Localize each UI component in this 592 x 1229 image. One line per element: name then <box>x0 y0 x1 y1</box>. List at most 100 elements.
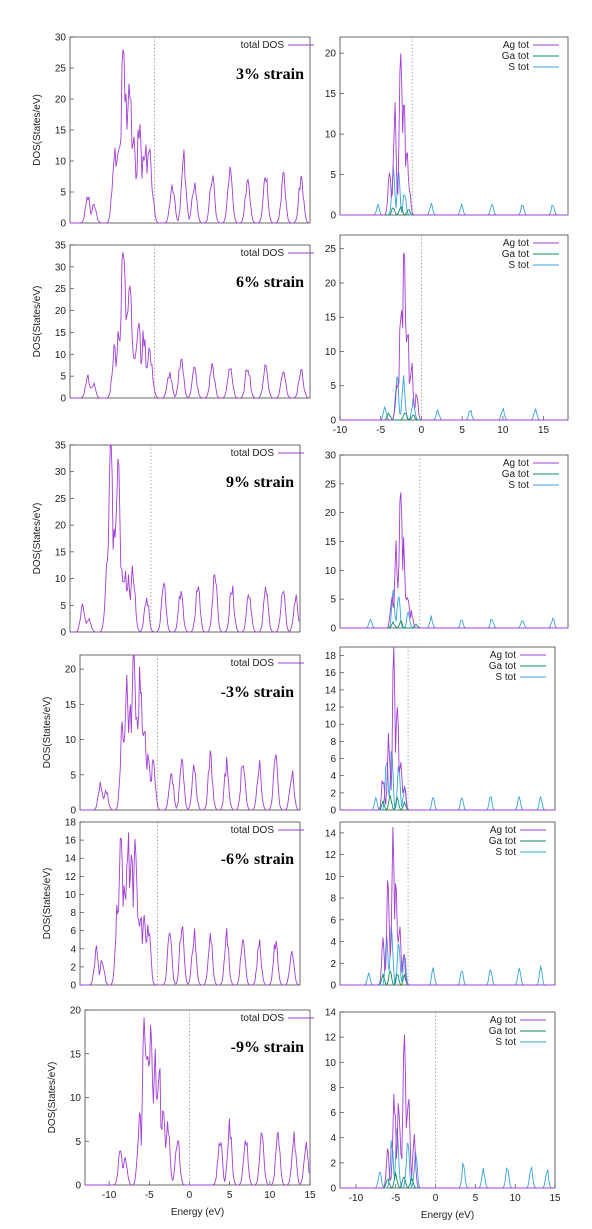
y-tick-label: 0 <box>330 416 336 427</box>
plot-frame <box>79 654 301 811</box>
legend-label: Ag tot <box>503 40 529 51</box>
strain-label: 6% strain <box>236 274 304 291</box>
series-line-total <box>80 832 300 986</box>
y-tick-label: 0 <box>60 394 66 405</box>
plot-frame <box>69 244 311 399</box>
series-line-ag <box>340 53 568 216</box>
y-tick-label: 5 <box>330 381 336 392</box>
x-tick-label: -5 <box>376 425 385 436</box>
y-axis-label: DOS(States/eV) <box>42 868 53 940</box>
panel-left-m6: 0 2 4 6 8 10 12 14 16 18 total DOS -6% strain DOS(St… <box>42 818 304 992</box>
y-tick-label: 12 <box>65 872 77 883</box>
y-tick-label: 6 <box>330 1108 336 1119</box>
series-line-total <box>80 654 300 811</box>
legend-label: total DOS <box>241 248 285 259</box>
y-axis-label: DOS(States/eV) <box>32 94 43 166</box>
legend-label: Ag tot <box>503 458 529 469</box>
y-tick-label: 12 <box>325 703 337 714</box>
x-tick-label: 10 <box>264 1190 276 1201</box>
x-tick-label: 15 <box>304 1190 316 1201</box>
y-tick-label: 25 <box>325 244 337 255</box>
legend-label: total DOS <box>241 1013 285 1024</box>
y-tick-label: 15 <box>55 328 67 339</box>
series-line-total <box>70 252 310 399</box>
y-tick-label: 10 <box>55 574 67 585</box>
legend-label: Ga tot <box>489 836 516 847</box>
y-tick-label: 20 <box>325 508 337 519</box>
x-tick-label: 0 <box>187 1190 193 1201</box>
plot-frame <box>69 36 311 224</box>
y-tick-label: 10 <box>55 157 67 168</box>
y-tick-label: 2 <box>330 788 336 799</box>
plot-frame <box>339 1011 556 1189</box>
legend-label: S tot <box>495 1037 516 1048</box>
y-tick-label: 5 <box>60 372 66 383</box>
x-axis-label: Energy (eV) <box>421 1210 474 1221</box>
y-tick-label: 0 <box>330 624 336 635</box>
y-tick-label: 6 <box>70 926 76 937</box>
y-tick-label: 20 <box>55 306 67 317</box>
y-tick-label: 2 <box>330 959 336 970</box>
y-tick-label: 12 <box>325 850 337 861</box>
y-tick-label: 5 <box>60 188 66 199</box>
x-tick-label: -10 <box>102 1190 117 1201</box>
legend-label: Ga tot <box>502 51 529 62</box>
y-tick-label: 10 <box>325 566 337 577</box>
x-tick-label: 15 <box>538 425 550 436</box>
y-tick-label: 12 <box>325 1033 337 1044</box>
plot-frame <box>339 454 569 629</box>
y-tick-label: 5 <box>330 595 336 606</box>
y-tick-label: 25 <box>325 479 337 490</box>
y-tick-label: 4 <box>70 944 76 955</box>
y-tick-label: 14 <box>325 1008 337 1019</box>
y-tick-label: 6 <box>330 754 336 765</box>
y-tick-label: 8 <box>330 737 336 748</box>
x-tick-label: 5 <box>473 1193 479 1204</box>
series-line-total <box>70 444 300 633</box>
y-tick-label: 0 <box>70 981 76 992</box>
y-tick-label: 30 <box>55 467 67 478</box>
y-tick-label: 10 <box>325 872 337 883</box>
series-line-ag <box>340 1034 555 1189</box>
y-tick-label: 35 <box>55 441 67 452</box>
y-tick-label: 0 <box>60 628 66 639</box>
y-tick-label: 10 <box>325 1058 337 1069</box>
series-line-ag <box>340 492 568 629</box>
y-tick-label: 14 <box>325 828 337 839</box>
y-axis-label: DOS(States/eV) <box>32 286 43 358</box>
y-tick-label: 15 <box>325 537 337 548</box>
y-tick-label: 30 <box>325 451 337 462</box>
x-tick-label: -10 <box>333 425 348 436</box>
x-tick-label: 5 <box>227 1190 233 1201</box>
strain-label: -9% strain <box>231 1039 304 1056</box>
series-line-total <box>85 1017 310 1186</box>
legend-label: Ag tot <box>503 238 529 249</box>
x-tick-label: 10 <box>497 425 509 436</box>
y-tick-label: 10 <box>325 720 337 731</box>
y-axis-label: DOS(States/eV) <box>47 1062 58 1134</box>
panel-left-m3: 0 5 10 15 20 total DOS -3% strain DOS(States/eV… <box>42 654 304 817</box>
y-tick-label: 10 <box>55 350 67 361</box>
y-tick-label: 4 <box>330 771 336 782</box>
y-tick-label: 6 <box>330 915 336 926</box>
y-axis-label: DOS(States/eV) <box>32 503 43 575</box>
series-line-ag <box>340 646 555 811</box>
series-line-total <box>70 49 310 224</box>
y-tick-label: 0 <box>75 1181 81 1192</box>
legend-label: S tot <box>508 260 529 271</box>
legend-label: S tot <box>508 480 529 491</box>
y-axis-label: DOS(States/eV) <box>42 697 53 769</box>
y-tick-label: 0 <box>330 981 336 992</box>
y-tick-label: 20 <box>55 521 67 532</box>
y-tick-label: 8 <box>330 1083 336 1094</box>
series-line-ag <box>340 826 555 986</box>
strain-label: -3% strain <box>221 684 294 701</box>
series-line-ag <box>340 252 568 421</box>
y-tick-label: 10 <box>65 735 77 746</box>
y-tick-label: 5 <box>330 170 336 181</box>
x-tick-label: 10 <box>510 1193 522 1204</box>
y-tick-label: 15 <box>70 1049 82 1060</box>
